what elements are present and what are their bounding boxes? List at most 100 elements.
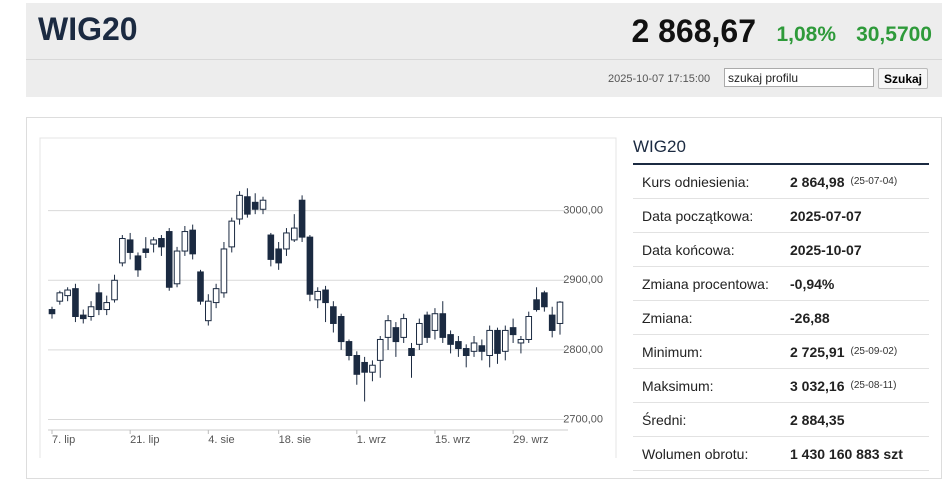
candle-body <box>119 238 126 264</box>
candle-body <box>181 231 189 252</box>
candle-body <box>541 292 548 308</box>
row-label: Minimum: <box>642 343 703 360</box>
row-label: Data końcowa: <box>642 241 735 258</box>
row-value: -0,94% <box>790 275 835 292</box>
table-row: Zmiana: -26,88 <box>633 301 929 335</box>
search-button[interactable]: Szukaj <box>878 68 928 89</box>
candle-body <box>431 313 439 331</box>
candle-body <box>306 236 314 295</box>
row-value: 2 884,35 <box>790 411 845 428</box>
candle-body <box>376 338 384 361</box>
row-label: Maksimum: <box>642 377 714 394</box>
candle-body <box>556 301 564 324</box>
candle-body <box>244 196 251 215</box>
candle-body <box>439 313 447 338</box>
index-name: WIG20 <box>38 11 138 47</box>
table-row: Data początkowa: 2025-07-07 <box>633 199 929 233</box>
y-tick-label: 2700,00 <box>563 413 603 425</box>
candle-body <box>212 288 220 304</box>
table-row: Minimum: 2 725,91 (25-09-02) <box>633 335 929 369</box>
x-tick-label: 1. wrz <box>357 434 386 446</box>
row-label: Data początkowa: <box>642 207 754 224</box>
candle-body <box>337 316 345 343</box>
x-tick-label: 15. wrz <box>435 434 470 446</box>
candle-body <box>79 314 87 320</box>
candle-body <box>205 300 212 322</box>
row-date: (25-08-11) <box>850 380 897 391</box>
candle-body <box>322 289 329 304</box>
row-value: 3 032,16 <box>790 377 845 394</box>
row-value: 1 430 160 883 szt <box>790 445 903 462</box>
row-value: 2 725,91 <box>790 343 845 360</box>
x-tick-label: 21. lip <box>130 434 159 446</box>
candle-body <box>384 320 392 338</box>
table-body: Kurs odniesienia: 2 864,98 (25-07-04) Data … <box>633 165 929 471</box>
table-row: Średni: 2 884,35 <box>633 403 929 437</box>
candle-body <box>455 341 462 350</box>
candle-body <box>290 227 298 241</box>
candle-body <box>462 348 470 356</box>
header: WIG20 2 868,67 1,08% 30,5700 2025-10-07 … <box>26 3 942 97</box>
candle-body <box>548 314 556 331</box>
candle-body <box>423 314 431 338</box>
candle-body <box>56 292 64 302</box>
candle-body <box>103 302 111 311</box>
y-tick-label: 3000,00 <box>563 205 603 217</box>
row-value: -26,88 <box>790 309 830 326</box>
candle-body <box>189 229 196 255</box>
x-tick-label: 7. lip <box>52 434 75 446</box>
candle-body <box>142 248 150 253</box>
row-label: Wolumen obrotu: <box>642 445 749 462</box>
table-row: Zmiana procentowa: -0,94% <box>633 267 929 301</box>
candle-body <box>251 201 259 210</box>
candle-body <box>314 290 322 301</box>
row-date: (25-07-04) <box>850 176 898 187</box>
timestamp: 2025-10-07 17:15:00 <box>608 73 711 85</box>
row-label: Kurs odniesienia: <box>642 173 750 190</box>
candle-body <box>361 361 368 373</box>
candle-body <box>283 232 290 250</box>
row-value: 2 864,98 <box>790 173 845 190</box>
change-percent: 1,08% <box>776 23 836 46</box>
candle-body <box>95 292 103 311</box>
candle-body <box>275 248 282 264</box>
candle-body <box>134 255 142 271</box>
candle-body <box>345 341 353 356</box>
candle-body <box>298 199 306 238</box>
candle-body <box>369 364 376 373</box>
candle-body <box>392 327 400 343</box>
row-value: 2025-10-07 <box>790 241 862 258</box>
chart-frame <box>39 137 617 458</box>
change: 30,5700 <box>856 23 932 46</box>
candle-body <box>111 279 118 301</box>
candle-body <box>165 231 173 288</box>
candle-body <box>400 318 407 338</box>
table-row: Wolumen obrotu: 1 430 160 883 szt <box>633 437 929 471</box>
candle-body <box>408 348 415 356</box>
candle-body <box>267 234 275 260</box>
candle-body <box>517 338 525 344</box>
candle-body <box>259 199 267 210</box>
candle-body <box>486 329 493 356</box>
candle-body <box>126 239 134 253</box>
search-input[interactable]: szukaj profilu <box>724 68 874 87</box>
candle-body <box>236 194 243 220</box>
candle-body <box>470 342 478 352</box>
candle-body <box>220 248 228 294</box>
table-row: Kurs odniesienia: 2 864,98 (25-07-04) <box>633 165 929 199</box>
y-tick-label: 2800,00 <box>563 344 603 356</box>
candle-body <box>416 322 423 345</box>
candle-body <box>494 329 501 354</box>
row-date: (25-09-02) <box>850 346 898 357</box>
x-tick-label: 29. wrz <box>513 434 548 446</box>
candle-body <box>158 238 165 248</box>
candle-body <box>173 250 181 285</box>
candle-body <box>509 327 517 336</box>
x-tick-label: 18. sie <box>279 434 311 446</box>
candle-body <box>87 306 95 318</box>
candle-body <box>330 306 337 324</box>
stats-table: WIG20 Kurs odniesienia: 2 864,98 (25-07-04… <box>633 137 929 471</box>
page: WIG20 2 868,67 1,08% 30,5700 2025-10-07 … <box>26 3 942 479</box>
candle-body <box>64 289 71 297</box>
candle-body <box>197 271 204 302</box>
